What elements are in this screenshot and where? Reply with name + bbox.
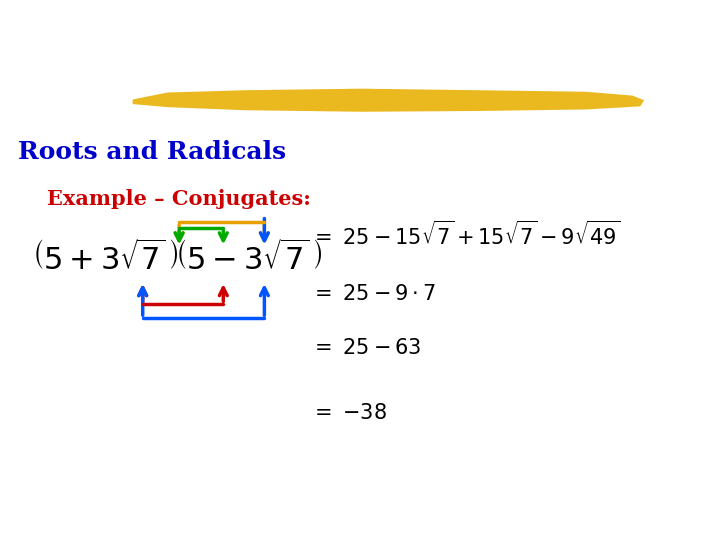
Text: Roots and Radicals: Roots and Radicals (18, 140, 286, 164)
Text: $\left(5+3\sqrt{7}\,\right)\!\left(5-3\sqrt{7}\,\right)$: $\left(5+3\sqrt{7}\,\right)\!\left(5-3\s… (32, 241, 323, 277)
Text: $=\ {-38}$: $=\ {-38}$ (310, 403, 387, 423)
Text: Example – Conjugates:: Example – Conjugates: (47, 189, 310, 209)
Text: $=\ 25-15\sqrt{7}+15\sqrt{7}-9\sqrt{49}$: $=\ 25-15\sqrt{7}+15\sqrt{7}-9\sqrt{49}$ (310, 221, 620, 249)
Text: $=\ 25-9\cdot 7$: $=\ 25-9\cdot 7$ (310, 284, 436, 305)
Text: $=\ 25-63$: $=\ 25-63$ (310, 338, 421, 359)
Polygon shape (132, 89, 644, 112)
